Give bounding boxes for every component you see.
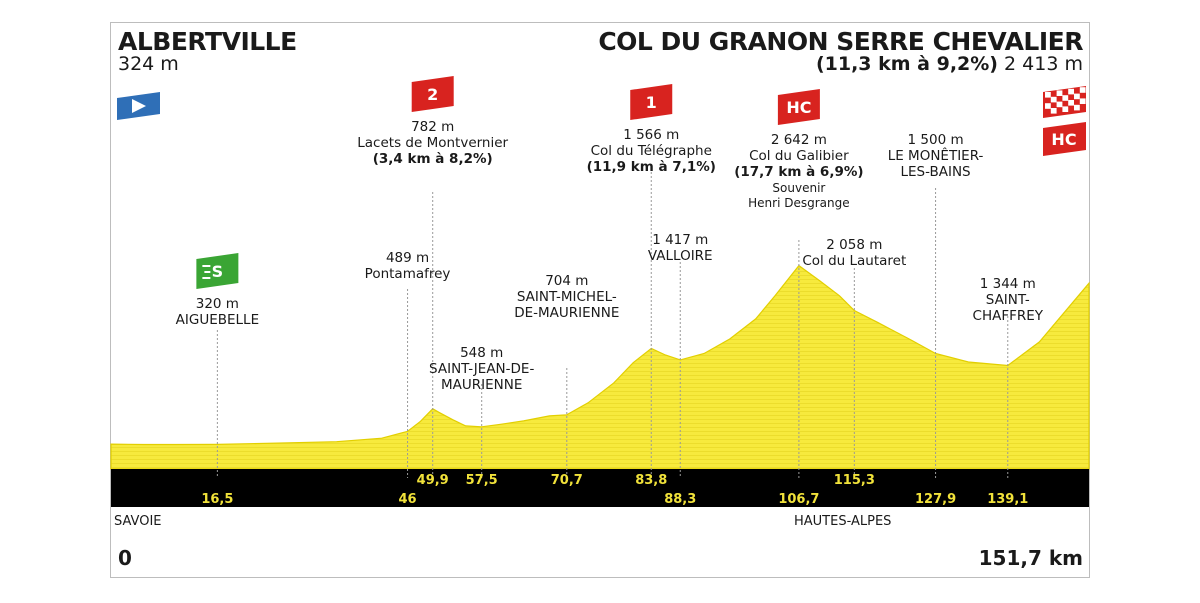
finish-climb-category-badge-icon: HC	[1043, 122, 1086, 156]
marker-name-lacets-de-montvernier: Lacets de Montvernier	[357, 135, 508, 151]
marker-name-pontamafrey: Pontamafrey	[365, 266, 451, 282]
marker-climb-col-du-telegraphe: (11,9 km à 7,1%)	[587, 159, 716, 175]
marker-name-le-monetier-les-bains: LES-BAINS	[900, 164, 970, 180]
marker-alt-pontamafrey: 489 m	[386, 250, 429, 266]
km-label-83-8: 83,8	[635, 473, 667, 488]
km-label-115-3: 115,3	[834, 473, 875, 488]
marker-alt-col-du-telegraphe: 1 566 m	[623, 127, 679, 143]
badge-label: 1	[646, 93, 657, 112]
marker-name-valloire: VALLOIRE	[648, 248, 713, 264]
km-label-106-7: 106,7	[778, 492, 819, 507]
marker-alt-saint-chaffrey: 1 344 m	[980, 276, 1036, 292]
marker-alt-le-monetier-les-bains: 1 500 m	[908, 132, 964, 148]
marker-alt-col-du-galibier: 2 642 m	[771, 132, 827, 148]
profile-area	[110, 264, 1090, 470]
region-label-hautes-alpes: HAUTES-ALPES	[794, 514, 892, 529]
start-town-name: ALBERTVILLE	[118, 27, 297, 56]
marker-name-saint-michel-de-maurienne: SAINT-MICHEL-	[517, 289, 617, 305]
badge-label: 2	[427, 85, 438, 104]
km-label-57-5: 57,5	[466, 473, 498, 488]
marker-climb-lacets-de-montvernier: (3,4 km à 8,2%)	[373, 151, 493, 167]
marker-alt-aiguebelle: 320 m	[196, 296, 239, 312]
marker-name-saint-michel-de-maurienne: DE-MAURIENNE	[514, 305, 619, 321]
marker-extra-col-du-galibier: Souvenir	[772, 181, 825, 195]
region-label-savoie: SAVOIE	[114, 514, 162, 529]
badge-label: HC	[786, 98, 811, 117]
km-label-49-9: 49,9	[417, 473, 449, 488]
finish-altitude: 2 413 m	[1004, 53, 1083, 75]
km-label-16-5: 16,5	[201, 492, 233, 507]
marker-name-col-du-galibier: Col du Galibier	[749, 148, 849, 164]
finish-climb: (11,3 km à 9,2%)	[815, 53, 998, 75]
marker-name-saint-chaffrey: CHAFFREY	[973, 308, 1044, 324]
marker-name-saint-jean-de-maurienne: SAINT-JEAN-DE-	[429, 361, 534, 377]
marker-name-saint-chaffrey: SAINT-	[986, 292, 1030, 308]
marker-alt-saint-jean-de-maurienne: 548 m	[460, 345, 503, 361]
marker-name-col-du-lautaret: Col du Lautaret	[802, 253, 906, 269]
start-altitude: 324 m	[118, 53, 179, 75]
badge-label: S	[212, 262, 224, 281]
checkered-flag-icon	[1043, 86, 1086, 118]
km-band	[111, 469, 1089, 507]
finish-climb-and-altitude: (11,3 km à 9,2%) 2 413 m	[816, 53, 1083, 75]
marker-name-le-monetier-les-bains: LE MONÊTIER-	[888, 146, 984, 164]
marker-name-col-du-telegraphe: Col du Télégraphe	[591, 143, 712, 159]
climb-category-badge-icon: 2	[411, 76, 454, 112]
marker-name-aiguebelle: AIGUEBELLE	[176, 312, 259, 328]
distance-start: 0	[118, 546, 132, 570]
marker-extra-col-du-galibier: Henri Desgrange	[748, 196, 849, 210]
marker-alt-col-du-lautaret: 2 058 m	[826, 237, 882, 253]
km-label-46: 46	[399, 492, 417, 507]
climb-category-badge-icon: HC	[777, 89, 820, 125]
km-label-70-7: 70,7	[551, 473, 583, 488]
finish-name: COL DU GRANON SERRE CHEVALIER	[598, 27, 1083, 56]
marker-alt-saint-michel-de-maurienne: 704 m	[545, 273, 588, 289]
climb-category-badge-icon: 1	[630, 84, 673, 120]
start-arrow-flag-icon	[117, 92, 160, 120]
sprint-badge-icon: S	[196, 253, 239, 289]
marker-alt-lacets-de-montvernier: 782 m	[411, 119, 454, 135]
km-label-88-3: 88,3	[664, 492, 696, 507]
marker-alt-valloire: 1 417 m	[652, 232, 708, 248]
km-label-127-9: 127,9	[915, 492, 956, 507]
finish-category-label: HC	[1051, 130, 1076, 149]
distance-end: 151,7 km	[978, 546, 1083, 570]
km-label-139-1: 139,1	[987, 492, 1028, 507]
marker-climb-col-du-galibier: (17,7 km à 6,9%)	[734, 164, 863, 180]
marker-name-saint-jean-de-maurienne: MAURIENNE	[441, 377, 522, 393]
